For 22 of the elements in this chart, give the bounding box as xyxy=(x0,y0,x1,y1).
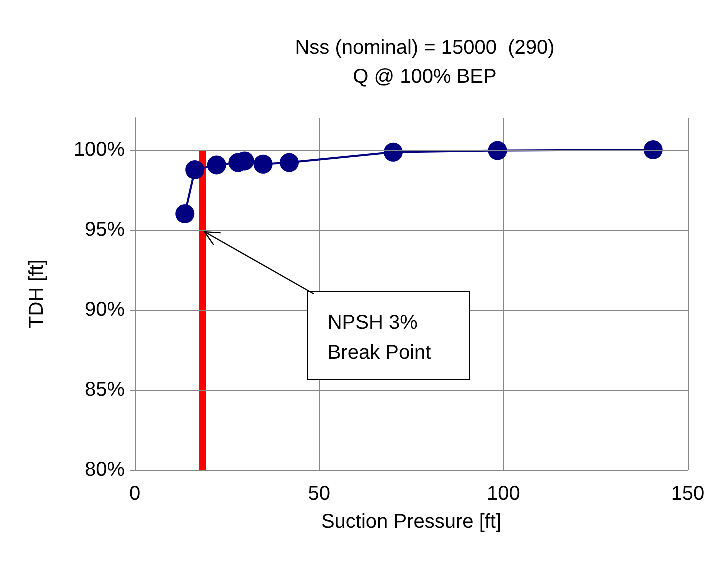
point xyxy=(207,156,226,175)
x-tick-label: 0 xyxy=(129,483,141,505)
point xyxy=(254,154,273,174)
y-tick-label: 95% xyxy=(84,219,126,241)
x-axis-title: Suction Pressure [ft] xyxy=(321,511,502,533)
y-tick-label: 90% xyxy=(84,299,126,321)
y-tick-label: 100% xyxy=(74,139,126,161)
point xyxy=(644,140,663,160)
point xyxy=(186,160,205,180)
point xyxy=(488,141,508,160)
x-tick-label: 150 xyxy=(671,483,705,505)
point xyxy=(384,142,403,162)
y-tick-label: 80% xyxy=(84,459,126,481)
chart-title: Nss (nominal) = 15000 (290) xyxy=(295,37,555,59)
chart-subtitle: Q @ 100% BEP xyxy=(353,66,497,88)
point xyxy=(280,153,299,172)
y-axis-title: TDH [ft] xyxy=(26,260,48,328)
y-tick-label: 85% xyxy=(84,379,126,401)
x-tick-label: 100 xyxy=(486,483,520,505)
annotation: NPSH 3% Break Point xyxy=(328,312,432,364)
x-tick-label: 50 xyxy=(308,483,330,505)
point xyxy=(176,204,195,224)
